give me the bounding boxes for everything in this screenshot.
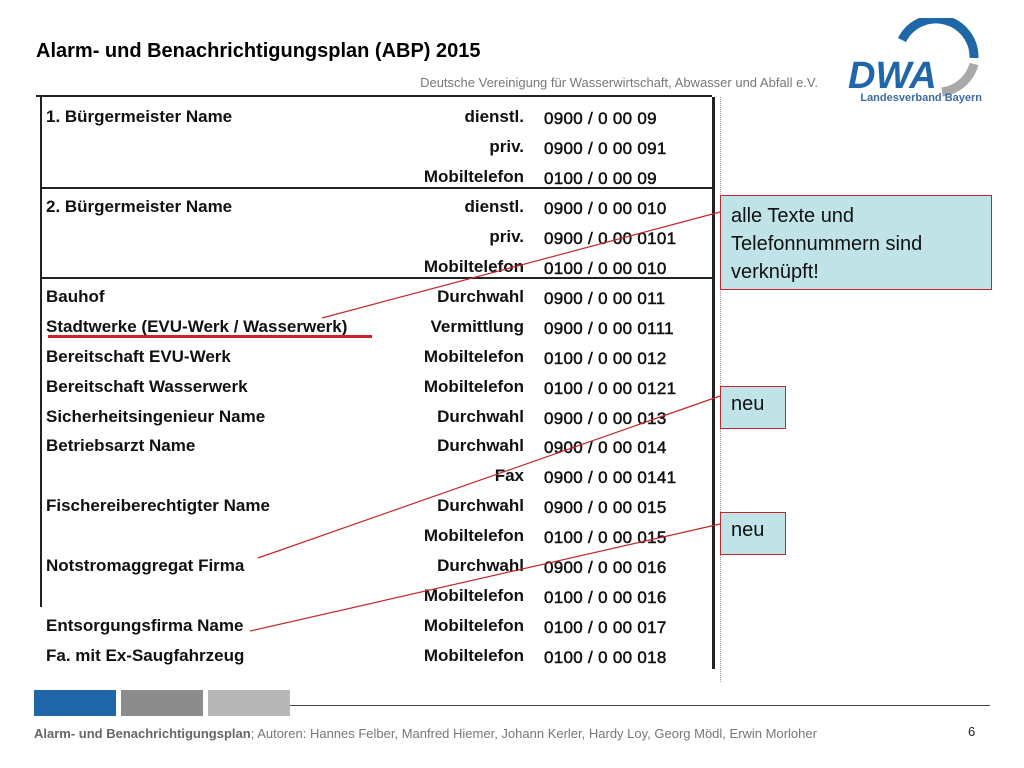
contact-name: Bereitschaft Wasserwerk <box>46 376 248 396</box>
contact-name: Stadtwerke (EVU-Werk / Wasserwerk) <box>46 316 348 336</box>
phone-number: 0900 / 0 00 0101 <box>544 228 677 249</box>
contact-type: Mobiltelefon <box>423 526 524 546</box>
callout-new-1: neu <box>720 386 786 429</box>
table-row: 1. Bürgermeister Name dienstl. 0900 / 0 00… <box>46 103 706 133</box>
contact-name: Fa. mit Ex-Saugfahrzeug <box>46 646 245 666</box>
organization-subtitle: Deutsche Vereinigung für Wasserwirtschaf… <box>420 75 818 90</box>
contact-name: Notstromaggregat Firma <box>46 556 245 576</box>
phone-number: 0900 / 0 00 014 <box>544 438 667 458</box>
contact-type: Mobiltelefon <box>423 586 524 606</box>
phone-number: 0100 / 0 00 09 <box>544 168 657 189</box>
contact-type: Mobiltelefon <box>423 166 524 186</box>
footer-credits: Alarm- und Benachrichtigungsplan; Autore… <box>34 726 817 741</box>
table-row: priv. 0900 / 0 00 0101 <box>46 223 706 253</box>
table-row: Mobiltelefon 0100 / 0 00 09 <box>46 163 706 193</box>
table-top-rule <box>36 95 712 97</box>
table-row: Bereitschaft Wasserwerk Mobiltelefon 0100 … <box>46 373 706 403</box>
contact-type: priv. <box>489 136 524 156</box>
table-row: 2. Bürgermeister Name dienstl. 0900 / 0 00… <box>46 193 706 223</box>
contact-name: Fischereiberechtigter Name <box>46 496 270 516</box>
phone-number: 0900 / 0 00 016 <box>544 558 667 578</box>
contact-name: Bauhof <box>46 286 105 306</box>
phone-number: 0100 / 0 00 018 <box>544 648 667 668</box>
contact-table <box>40 97 715 669</box>
callout-new-2: neu <box>720 512 786 555</box>
footer-bar-light <box>208 690 290 716</box>
contact-type: Durchwahl <box>437 556 524 576</box>
phone-number: 0100 / 0 00 010 <box>544 258 667 279</box>
table-row: Mobiltelefon 0100 / 0 00 010 <box>46 253 706 283</box>
group-separator <box>40 187 712 189</box>
phone-number: 0900 / 0 00 0111 <box>544 318 674 338</box>
contact-name: Betriebsarzt Name <box>46 436 196 456</box>
contact-name: Sicherheitsingenieur Name <box>46 406 266 426</box>
footer-rule <box>290 705 990 706</box>
contact-type: Durchwahl <box>437 286 524 306</box>
table-row: priv. 0900 / 0 00 091 <box>46 133 706 163</box>
phone-number: 0900 / 0 00 09 <box>544 109 657 129</box>
phone-number: 0100 / 0 00 017 <box>544 618 667 638</box>
footer-bar-gray <box>121 690 203 716</box>
contact-type: Durchwahl <box>437 496 524 516</box>
phone-number: 0900 / 0 00 091 <box>544 138 667 159</box>
phone-number: 0900 / 0 00 010 <box>544 198 667 219</box>
phone-number: 0100 / 0 00 0121 <box>544 378 677 398</box>
contact-name: 1. Bürgermeister Name <box>46 107 233 126</box>
contact-type: Mobiltelefon <box>423 256 524 276</box>
table-row: Stadtwerke (EVU-Werk / Wasserwerk) Vermit… <box>46 313 706 343</box>
logo-subtext: Landesverband Bayern <box>860 92 982 104</box>
footer-bar-blue <box>34 690 116 716</box>
contact-type: dienstl. <box>464 196 524 216</box>
phone-number: 0100 / 0 00 016 <box>544 588 667 608</box>
table-row: Bereitschaft EVU-Werk Mobiltelefon 0100 / … <box>46 343 706 373</box>
table-left-border <box>40 97 42 607</box>
table-row: Fischereiberechtigter Name Durchwahl 0900 … <box>46 492 706 522</box>
contact-type: priv. <box>489 226 524 246</box>
table-row: Fax 0900 / 0 00 0141 <box>46 462 706 492</box>
contact-type: Mobiltelefon <box>423 646 524 666</box>
table-row: Sicherheitsingenieur Name Durchwahl 0900 /… <box>46 403 706 433</box>
page-number: 6 <box>968 724 976 739</box>
callout-linked-note: alle Texte und Telefonnummern sind verkn… <box>720 195 992 290</box>
phone-number: 0900 / 0 00 013 <box>544 408 667 428</box>
footer-authors: ; Autoren: Hannes Felber, Manfred Hiemer… <box>250 726 817 741</box>
page-title: Alarm- und Benachrichtigungsplan (ABP) 2… <box>36 40 481 62</box>
phone-number: 0900 / 0 00 011 <box>544 288 666 308</box>
dwa-logo: DWA <box>848 18 979 97</box>
contact-name: 2. Bürgermeister Name <box>46 196 233 216</box>
contact-name: Bereitschaft EVU-Werk <box>46 346 231 366</box>
table-row: Mobiltelefon 0100 / 0 00 016 <box>46 582 706 612</box>
table-row: Bauhof Durchwahl 0900 / 0 00 011 <box>46 283 706 313</box>
phone-number: 0900 / 0 00 015 <box>544 498 667 518</box>
contact-type: Durchwahl <box>437 406 524 426</box>
contact-type: Vermittlung <box>430 316 524 336</box>
phone-number: 0100 / 0 00 015 <box>544 528 667 548</box>
phone-number: 0900 / 0 00 0141 <box>544 468 677 488</box>
highlight-underline <box>48 335 372 338</box>
table-row: Fa. mit Ex-Saugfahrzeug Mobiltelefon 0100 … <box>46 642 706 672</box>
logo-text: DWA <box>848 55 937 97</box>
contact-name: Entsorgungsfirma Name <box>46 616 244 636</box>
table-row: Mobiltelefon 0100 / 0 00 015 <box>46 522 706 552</box>
contact-type: Mobiltelefon <box>423 346 524 366</box>
table-row: Betriebsarzt Name Durchwahl 0900 / 0 00 01… <box>46 432 706 462</box>
contact-type: Fax <box>494 466 524 486</box>
contact-type: Durchwahl <box>437 436 524 456</box>
contact-type: Mobiltelefon <box>423 376 524 396</box>
table-row: Notstromaggregat Firma Durchwahl 0900 / 0 … <box>46 552 706 582</box>
table-row: Entsorgungsfirma Name Mobiltelefon 0100 / … <box>46 612 706 642</box>
contact-type: Mobiltelefon <box>423 616 524 636</box>
footer-title: Alarm- und Benachrichtigungsplan <box>34 726 251 741</box>
contact-type: dienstl. <box>464 107 524 126</box>
phone-number: 0100 / 0 00 012 <box>544 348 667 368</box>
